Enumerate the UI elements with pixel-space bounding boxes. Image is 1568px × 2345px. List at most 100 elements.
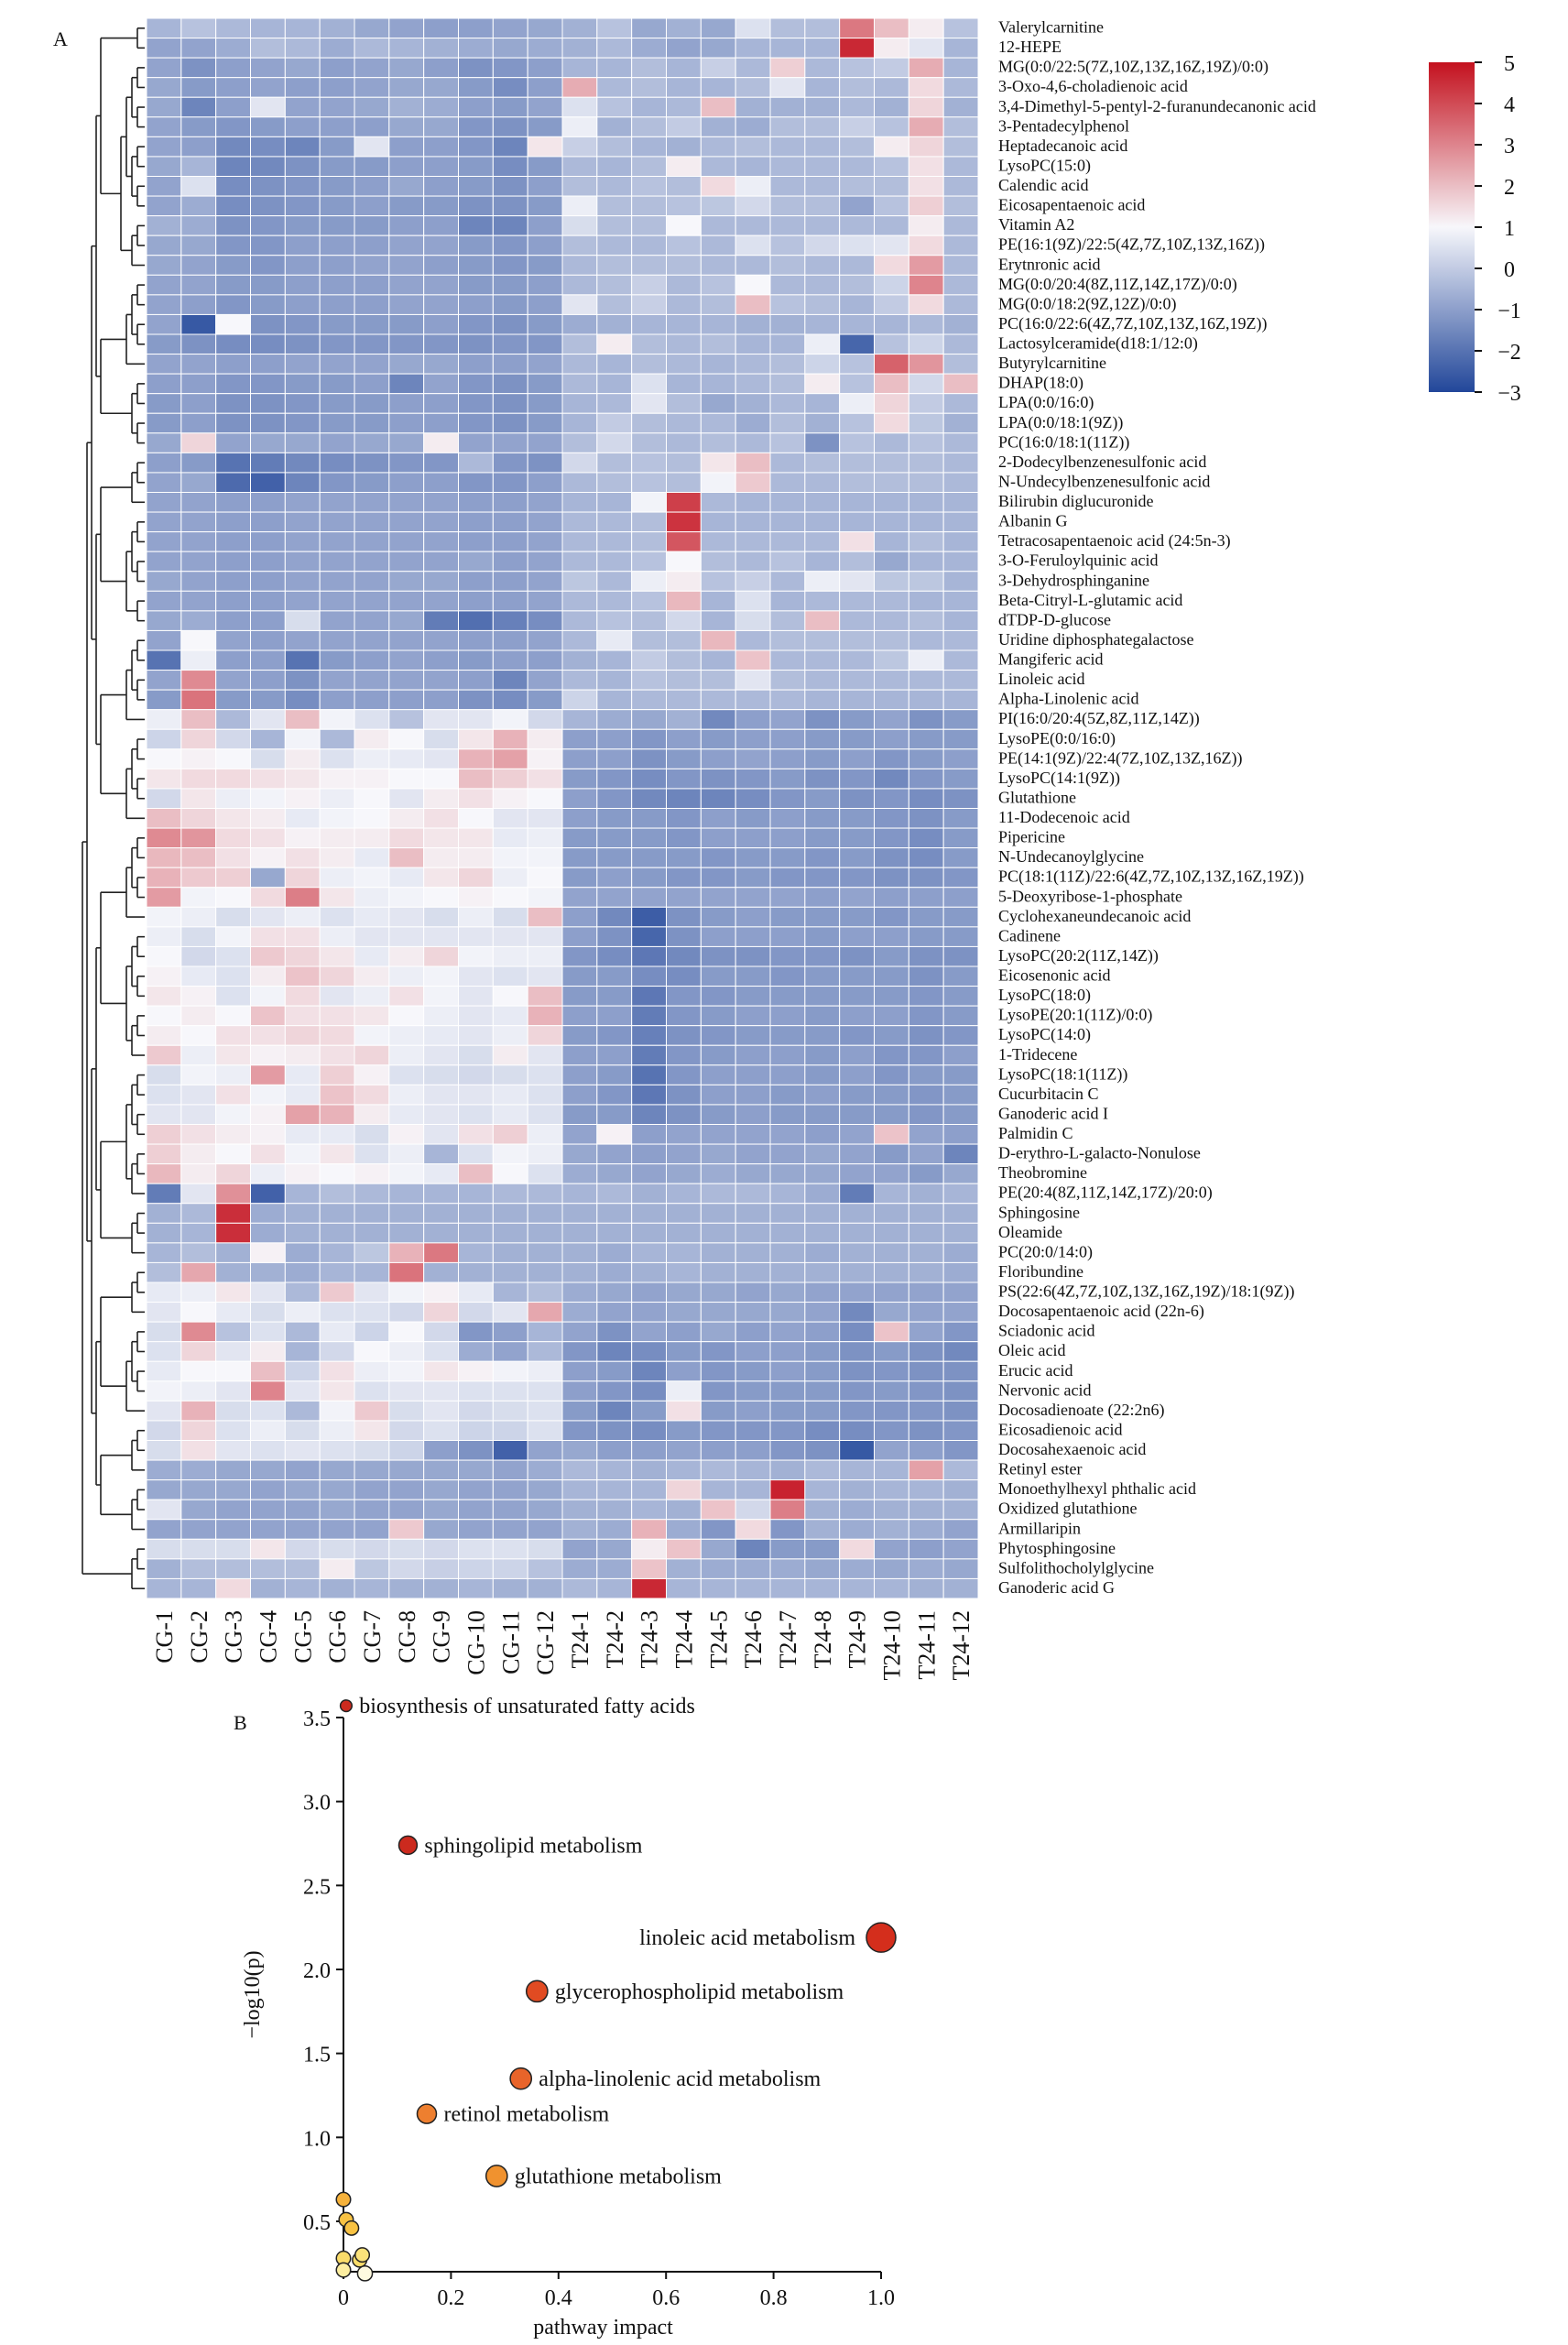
heatmap-cell bbox=[769, 38, 806, 59]
heatmap-cell bbox=[423, 808, 459, 829]
heatmap-cell bbox=[839, 1341, 876, 1362]
heatmap-cell bbox=[527, 1124, 563, 1145]
x-tick-label: 0.2 bbox=[437, 2286, 464, 2310]
heatmap-cell bbox=[874, 867, 909, 889]
heatmap-cell bbox=[769, 412, 806, 434]
heatmap-cell bbox=[631, 1044, 668, 1066]
x-axis-label: pathway impact bbox=[533, 2316, 673, 2340]
heatmap-cell bbox=[388, 847, 425, 868]
heatmap-cell bbox=[423, 136, 459, 158]
heatmap-cell bbox=[942, 492, 979, 513]
heatmap-cell bbox=[908, 195, 944, 217]
heatmap-cell bbox=[492, 156, 528, 177]
heatmap-cell bbox=[769, 1222, 806, 1244]
heatmap-cell bbox=[700, 313, 736, 335]
heatmap-cell bbox=[874, 1499, 909, 1521]
heatmap-cell bbox=[250, 373, 286, 395]
heatmap-cell bbox=[146, 986, 182, 1007]
heatmap-cell bbox=[527, 1104, 563, 1125]
heatmap-cell bbox=[839, 96, 876, 118]
heatmap-cell bbox=[666, 1341, 702, 1362]
heatmap-cell bbox=[250, 432, 286, 453]
heatmap-cell bbox=[804, 808, 841, 829]
heatmap-row-label: Vitamin A2 bbox=[998, 215, 1074, 234]
heatmap-cell bbox=[458, 1282, 494, 1303]
heatmap-cell bbox=[804, 294, 841, 315]
heatmap-cell bbox=[388, 1321, 425, 1343]
heatmap-cell bbox=[215, 926, 252, 947]
heatmap-cell bbox=[423, 1499, 459, 1521]
heatmap-cell bbox=[561, 689, 598, 711]
heatmap-cell bbox=[908, 571, 944, 592]
heatmap-cell bbox=[527, 1321, 563, 1343]
heatmap-cell bbox=[631, 1321, 668, 1343]
heatmap-cell bbox=[735, 1143, 771, 1165]
heatmap-cell bbox=[596, 808, 633, 829]
heatmap-cell bbox=[631, 215, 668, 236]
heatmap-cell bbox=[874, 1479, 909, 1500]
heatmap-cell bbox=[354, 531, 390, 552]
heatmap-row-label: LysoPC(18:1(11Z)) bbox=[998, 1064, 1127, 1084]
heatmap-cell bbox=[666, 1519, 702, 1540]
heatmap-cell bbox=[354, 808, 390, 829]
heatmap-row-label: PC(20:0/14:0) bbox=[998, 1242, 1093, 1261]
heatmap-cell bbox=[942, 1538, 979, 1560]
heatmap-cell bbox=[942, 452, 979, 474]
heatmap-cell bbox=[839, 17, 876, 39]
heatmap-cell bbox=[180, 610, 217, 631]
heatmap-cell bbox=[250, 1143, 286, 1165]
heatmap-cell bbox=[596, 255, 633, 276]
heatmap-cell bbox=[458, 1025, 494, 1046]
heatmap-cell bbox=[942, 1203, 979, 1224]
heatmap-cell bbox=[423, 629, 459, 651]
heatmap-cell bbox=[319, 1360, 355, 1382]
heatmap-cell bbox=[146, 689, 182, 711]
heatmap-cell bbox=[388, 511, 425, 533]
heatmap-cell bbox=[319, 1380, 355, 1402]
heatmap-cell bbox=[388, 176, 425, 197]
heatmap-cell bbox=[908, 945, 944, 967]
heatmap-cell bbox=[735, 1005, 771, 1027]
heatmap-cell bbox=[319, 195, 355, 217]
heatmap-cell bbox=[215, 965, 252, 987]
heatmap-cell bbox=[423, 1084, 459, 1106]
heatmap-cell bbox=[908, 1025, 944, 1046]
heatmap-cell bbox=[561, 610, 598, 631]
heatmap-cell bbox=[284, 571, 321, 592]
heatmap-cell bbox=[561, 492, 598, 513]
heatmap-cell bbox=[319, 511, 355, 533]
heatmap-cell bbox=[319, 808, 355, 829]
heatmap-cell bbox=[804, 393, 841, 414]
heatmap-cell bbox=[631, 373, 668, 395]
heatmap-cell bbox=[874, 472, 909, 493]
heatmap-cell bbox=[423, 1005, 459, 1027]
heatmap-cell bbox=[942, 432, 979, 453]
heatmap-cell bbox=[319, 1479, 355, 1500]
pathway-point bbox=[397, 1835, 419, 1856]
heatmap-cell bbox=[596, 274, 633, 296]
heatmap-cell bbox=[250, 412, 286, 434]
heatmap-cell bbox=[804, 1341, 841, 1362]
heatmap-cell bbox=[388, 728, 425, 750]
heatmap-cell bbox=[908, 1183, 944, 1205]
heatmap-cell bbox=[215, 1459, 252, 1481]
heatmap-row-label: PC(18:1(11Z)/22:6(4Z,7Z,10Z,13Z,16Z,19Z)… bbox=[998, 867, 1304, 887]
heatmap-cell bbox=[666, 57, 702, 79]
heatmap-cell bbox=[839, 1261, 876, 1283]
heatmap-cell bbox=[527, 610, 563, 631]
heatmap-cell bbox=[666, 670, 702, 691]
heatmap-cell bbox=[666, 176, 702, 197]
heatmap-cell bbox=[284, 1104, 321, 1125]
heatmap-cell bbox=[631, 77, 668, 98]
heatmap-cell bbox=[769, 1183, 806, 1205]
heatmap-cell bbox=[631, 294, 668, 315]
heatmap-cell bbox=[423, 1558, 459, 1579]
heatmap-cell bbox=[769, 1163, 806, 1184]
heatmap-cell bbox=[908, 393, 944, 414]
heatmap-cell bbox=[388, 313, 425, 335]
heatmap-cell bbox=[146, 412, 182, 434]
heatmap-cell bbox=[561, 709, 598, 730]
heatmap-cell bbox=[284, 986, 321, 1007]
heatmap-cell bbox=[839, 986, 876, 1007]
heatmap-cell bbox=[423, 313, 459, 335]
